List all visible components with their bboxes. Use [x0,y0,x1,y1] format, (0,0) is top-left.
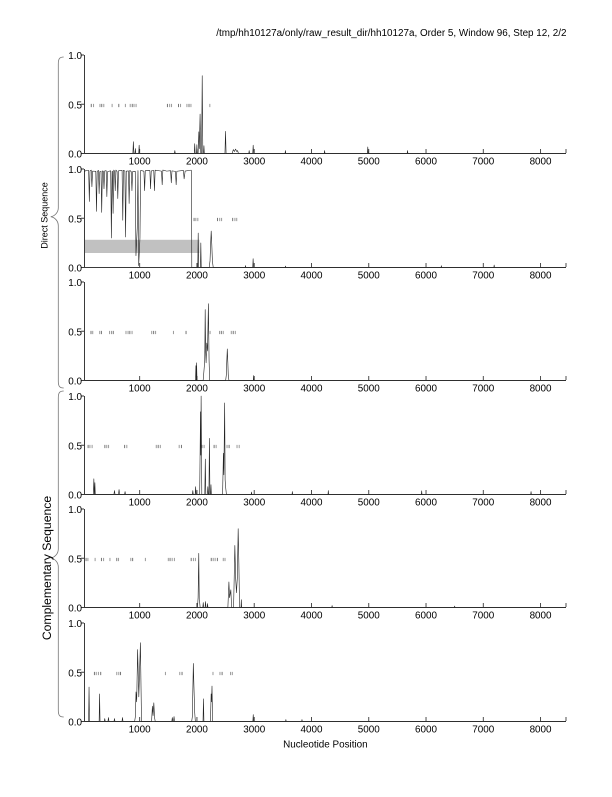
svg-text:7000: 7000 [472,156,494,167]
svg-text:0.5: 0.5 [68,554,82,565]
svg-text:Complementary Sequence: Complementary Sequence [40,496,54,641]
svg-text:1.0: 1.0 [68,392,82,403]
svg-text:1.0: 1.0 [68,278,82,289]
svg-text:5000: 5000 [358,610,380,621]
svg-text:1000: 1000 [129,610,151,621]
svg-text:2000: 2000 [186,610,208,621]
svg-text:0.0: 0.0 [68,264,82,275]
svg-text:6000: 6000 [415,724,437,735]
svg-text:6000: 6000 [415,610,437,621]
svg-text:1.0: 1.0 [68,165,82,176]
svg-text:3000: 3000 [243,383,265,394]
svg-text:0.0: 0.0 [68,604,82,615]
svg-text:8000: 8000 [530,156,552,167]
svg-text:0.5: 0.5 [68,327,82,338]
svg-text:/tmp/hh10127a/only/raw_result_: /tmp/hh10127a/only/raw_result_dir/hh1012… [216,28,566,39]
svg-text:1000: 1000 [129,724,151,735]
svg-text:3000: 3000 [243,497,265,508]
svg-text:4000: 4000 [300,383,322,394]
svg-text:3000: 3000 [243,724,265,735]
svg-text:7000: 7000 [472,497,494,508]
svg-text:3000: 3000 [243,156,265,167]
svg-text:1.0: 1.0 [68,51,82,62]
svg-text:4000: 4000 [300,497,322,508]
svg-text:8000: 8000 [530,497,552,508]
svg-text:Nucleotide Position: Nucleotide Position [283,740,368,751]
svg-text:2000: 2000 [186,724,208,735]
svg-text:1000: 1000 [129,383,151,394]
svg-text:4000: 4000 [300,156,322,167]
svg-text:0.0: 0.0 [68,491,82,502]
svg-text:2000: 2000 [186,270,208,281]
svg-text:5000: 5000 [358,383,380,394]
svg-text:4000: 4000 [300,724,322,735]
svg-text:7000: 7000 [472,270,494,281]
svg-text:0.0: 0.0 [68,150,82,161]
svg-text:1000: 1000 [129,270,151,281]
svg-text:6000: 6000 [415,383,437,394]
svg-text:7000: 7000 [472,724,494,735]
svg-text:8000: 8000 [530,270,552,281]
svg-text:5000: 5000 [358,270,380,281]
svg-text:2000: 2000 [186,156,208,167]
svg-text:4000: 4000 [300,270,322,281]
svg-text:2000: 2000 [186,383,208,394]
svg-text:8000: 8000 [530,383,552,394]
svg-text:8000: 8000 [530,610,552,621]
svg-text:1.0: 1.0 [68,505,82,516]
svg-text:5000: 5000 [358,156,380,167]
svg-text:1.0: 1.0 [68,619,82,630]
svg-text:6000: 6000 [415,156,437,167]
svg-text:0.5: 0.5 [68,100,82,111]
svg-text:4000: 4000 [300,610,322,621]
svg-text:0.5: 0.5 [68,214,82,225]
svg-text:5000: 5000 [358,724,380,735]
svg-text:3000: 3000 [243,610,265,621]
svg-text:2000: 2000 [186,497,208,508]
svg-text:6000: 6000 [415,497,437,508]
svg-text:0.5: 0.5 [68,668,82,679]
svg-text:5000: 5000 [358,497,380,508]
svg-text:3000: 3000 [243,270,265,281]
svg-text:1000: 1000 [129,156,151,167]
svg-text:0.0: 0.0 [68,718,82,729]
svg-text:1000: 1000 [129,497,151,508]
svg-text:6000: 6000 [415,270,437,281]
svg-text:7000: 7000 [472,610,494,621]
svg-text:7000: 7000 [472,383,494,394]
svg-text:8000: 8000 [530,724,552,735]
svg-text:0.0: 0.0 [68,377,82,388]
svg-text:Direct Sequence: Direct Sequence [39,182,49,249]
svg-text:0.5: 0.5 [68,441,82,452]
